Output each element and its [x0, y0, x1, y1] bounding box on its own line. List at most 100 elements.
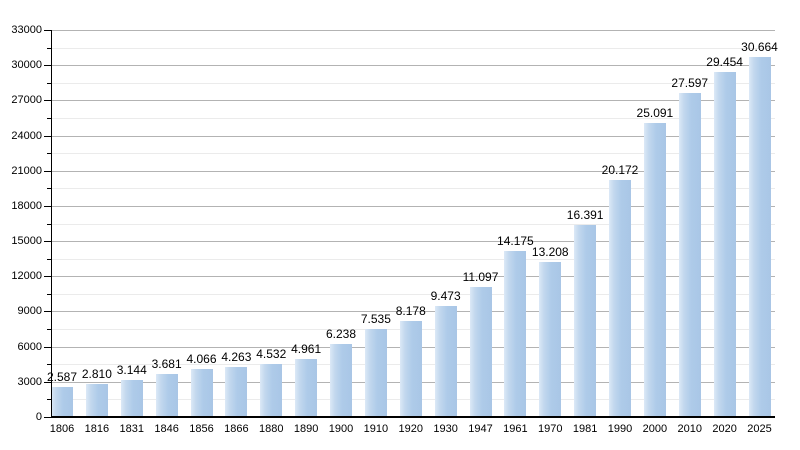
y-axis-minor-tick — [47, 259, 51, 260]
x-tick-label: 1856 — [189, 423, 214, 435]
gridline-major — [51, 311, 775, 312]
bar-value-label: 13.208 — [531, 245, 569, 259]
bar-value-label: 3.144 — [116, 363, 147, 377]
gridline-minor — [51, 83, 775, 84]
bar — [749, 57, 771, 417]
bar-value-label: 2.810 — [81, 367, 112, 381]
bar — [225, 367, 247, 417]
gridline-minor — [51, 294, 775, 295]
bar-value-label: 25.091 — [636, 106, 674, 120]
x-tick-label: 1831 — [119, 423, 144, 435]
x-tick-label: 1900 — [328, 423, 354, 435]
y-tick-label: 21000 — [11, 165, 42, 177]
y-axis-major-tick — [44, 276, 51, 277]
bar — [679, 93, 701, 417]
bar — [191, 369, 213, 417]
x-tick-label: 1970 — [538, 423, 563, 435]
gridline-major — [51, 100, 775, 101]
x-tick-label: 1920 — [398, 423, 423, 435]
y-tick-label: 0 — [35, 411, 42, 423]
gridline-major — [51, 276, 775, 277]
bar-value-label: 4.263 — [221, 350, 252, 364]
gridline-minor — [51, 188, 775, 189]
y-axis-major-tick — [44, 30, 51, 31]
bar — [121, 380, 143, 417]
bar-value-label: 6.238 — [325, 327, 357, 341]
y-axis-major-tick — [44, 347, 51, 348]
bar-value-label: 20.172 — [601, 163, 639, 177]
bar — [714, 72, 736, 417]
y-axis-major-tick — [44, 417, 51, 418]
y-axis-major-tick — [44, 206, 51, 207]
bar-value-label: 9.473 — [430, 289, 461, 303]
gridline-major — [51, 171, 775, 172]
y-axis-major-tick — [44, 100, 51, 101]
y-axis-major-tick — [44, 136, 51, 137]
y-tick-label: 18000 — [11, 200, 42, 212]
bar-value-label: 3.681 — [151, 357, 182, 371]
y-axis-major-tick — [44, 171, 51, 172]
gridline-major — [51, 30, 775, 31]
bar-value-label: 30.664 — [741, 40, 778, 54]
x-tick-label: 1866 — [224, 423, 249, 435]
y-axis-minor-tick — [47, 399, 51, 400]
bar-value-label: 2.587 — [46, 370, 78, 384]
bar — [295, 359, 317, 417]
bar — [504, 251, 526, 417]
gridline-major — [51, 241, 775, 242]
bar — [51, 387, 73, 417]
x-tick-label: 1981 — [572, 423, 598, 435]
y-axis-minor-tick — [47, 188, 51, 189]
y-tick-label: 15000 — [11, 235, 42, 247]
x-tick-label: 1947 — [468, 423, 493, 435]
bar — [644, 123, 666, 417]
bar — [86, 384, 108, 417]
y-axis-minor-tick — [47, 329, 51, 330]
bar — [156, 374, 178, 417]
gridline-major — [51, 65, 775, 66]
y-axis-major-tick — [44, 311, 51, 312]
y-axis-major-tick — [44, 65, 51, 66]
bar-value-label: 4.961 — [291, 342, 322, 356]
y-tick-label: 12000 — [11, 270, 42, 282]
x-tick-label: 2020 — [712, 423, 737, 435]
x-axis-line — [51, 416, 775, 418]
y-axis-line — [51, 30, 52, 417]
bar — [330, 344, 352, 417]
bar-value-label: 16.391 — [566, 208, 604, 222]
y-axis-minor-tick — [47, 364, 51, 365]
gridline-major — [51, 136, 775, 137]
y-axis-minor-tick — [47, 118, 51, 119]
y-axis-minor-tick — [47, 153, 51, 154]
bar-value-label: 8.178 — [395, 304, 426, 318]
gridline-minor — [51, 48, 775, 49]
x-tick-label: 1910 — [363, 423, 389, 435]
bar-value-label: 11.097 — [462, 270, 499, 284]
y-tick-label: 9000 — [17, 305, 42, 317]
x-tick-label: 1846 — [154, 423, 179, 435]
x-tick-label: 1880 — [259, 423, 284, 435]
y-tick-label: 33000 — [11, 24, 42, 36]
y-axis-minor-tick — [47, 294, 51, 295]
gridline-minor — [51, 224, 775, 225]
bar-value-label: 29.454 — [706, 55, 743, 69]
gridline-minor — [51, 259, 775, 260]
x-tick-label: 2000 — [642, 423, 668, 435]
bar — [260, 364, 282, 417]
gridline-major — [51, 206, 775, 207]
y-tick-label: 24000 — [11, 130, 42, 142]
x-tick-label: 1990 — [607, 423, 633, 435]
bar — [365, 329, 387, 417]
x-tick-label: 1961 — [503, 423, 528, 435]
y-tick-label: 6000 — [17, 341, 42, 353]
bar-value-label: 4.532 — [256, 347, 287, 361]
bar-value-label: 14.175 — [497, 234, 534, 248]
x-tick-label: 1806 — [49, 423, 75, 435]
y-tick-label: 27000 — [11, 94, 42, 106]
bar — [574, 225, 596, 417]
bar — [400, 321, 422, 417]
bar-value-label: 4.066 — [186, 352, 217, 366]
bar-value-label: 27.597 — [671, 76, 709, 90]
x-tick-label: 2025 — [747, 423, 772, 435]
